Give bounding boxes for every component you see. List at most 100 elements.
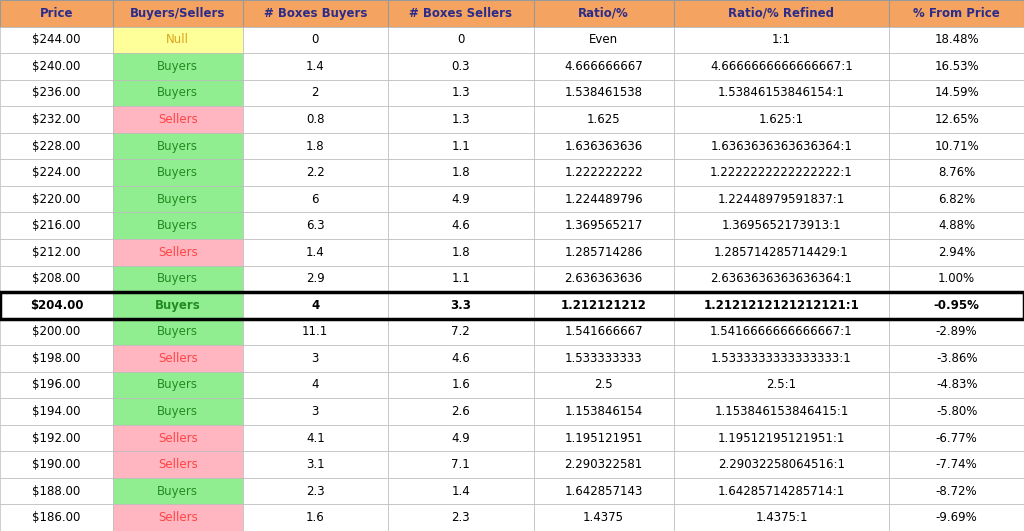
Bar <box>243 106 388 133</box>
Text: 1.625:1: 1.625:1 <box>759 113 804 126</box>
Text: 1.285714285714429:1: 1.285714285714429:1 <box>714 246 849 259</box>
Text: # Boxes Sellers: # Boxes Sellers <box>410 7 512 20</box>
Bar <box>534 398 674 425</box>
Text: $244.00: $244.00 <box>33 33 81 46</box>
Bar <box>388 504 534 531</box>
Text: Sellers: Sellers <box>158 352 198 365</box>
Text: $204.00: $204.00 <box>30 299 83 312</box>
Bar <box>889 478 1024 504</box>
Text: 14.59%: 14.59% <box>934 87 979 99</box>
Bar <box>534 451 674 478</box>
Text: $190.00: $190.00 <box>33 458 81 471</box>
Bar <box>0 212 114 239</box>
Bar <box>0 345 114 372</box>
Text: 1.533333333: 1.533333333 <box>565 352 642 365</box>
Text: 1.1: 1.1 <box>452 140 470 152</box>
Bar <box>114 27 243 53</box>
Bar <box>114 478 243 504</box>
Text: Sellers: Sellers <box>158 458 198 471</box>
Text: 1.153846154: 1.153846154 <box>564 405 643 418</box>
Text: 1.642857143: 1.642857143 <box>564 485 643 498</box>
Bar <box>889 0 1024 27</box>
Bar <box>0 133 114 159</box>
Text: 1.5416666666666667:1: 1.5416666666666667:1 <box>711 326 853 338</box>
Text: $200.00: $200.00 <box>33 326 81 338</box>
Bar <box>534 478 674 504</box>
Bar <box>534 425 674 451</box>
Text: 1.538461538: 1.538461538 <box>564 87 643 99</box>
Text: 2.5: 2.5 <box>594 379 613 391</box>
Bar <box>889 292 1024 319</box>
Bar <box>243 372 388 398</box>
Text: 7.2: 7.2 <box>452 326 470 338</box>
Bar <box>0 53 114 80</box>
Text: 1.6: 1.6 <box>452 379 470 391</box>
Text: 1.3: 1.3 <box>452 113 470 126</box>
Bar <box>889 319 1024 345</box>
Text: Buyers: Buyers <box>158 140 199 152</box>
Bar <box>243 451 388 478</box>
Text: $192.00: $192.00 <box>33 432 81 444</box>
Text: 1.3695652173913:1: 1.3695652173913:1 <box>722 219 842 232</box>
Bar <box>243 80 388 106</box>
Bar <box>0 451 114 478</box>
Text: $220.00: $220.00 <box>33 193 81 205</box>
Text: 1.3: 1.3 <box>452 87 470 99</box>
Text: -2.89%: -2.89% <box>936 326 978 338</box>
Bar <box>114 186 243 212</box>
Text: 2.94%: 2.94% <box>938 246 975 259</box>
Text: $208.00: $208.00 <box>33 272 81 285</box>
Bar <box>243 212 388 239</box>
Text: 1.22448979591837:1: 1.22448979591837:1 <box>718 193 845 205</box>
Bar <box>0 80 114 106</box>
Text: $198.00: $198.00 <box>33 352 81 365</box>
Text: 1.222222222: 1.222222222 <box>564 166 643 179</box>
Text: Even: Even <box>589 33 618 46</box>
Bar <box>114 345 243 372</box>
Bar <box>0 106 114 133</box>
Bar <box>674 266 889 292</box>
Text: 2.6363636363636364:1: 2.6363636363636364:1 <box>711 272 852 285</box>
Bar <box>889 106 1024 133</box>
Bar <box>674 372 889 398</box>
Text: 1.1: 1.1 <box>452 272 470 285</box>
Bar <box>0 186 114 212</box>
Bar <box>388 0 534 27</box>
Text: 1.5333333333333333:1: 1.5333333333333333:1 <box>711 352 852 365</box>
Text: 1.224489796: 1.224489796 <box>564 193 643 205</box>
Bar <box>674 27 889 53</box>
Text: -0.95%: -0.95% <box>934 299 980 312</box>
Bar <box>243 27 388 53</box>
Text: 18.48%: 18.48% <box>934 33 979 46</box>
Bar <box>388 212 534 239</box>
Text: 4.6: 4.6 <box>452 352 470 365</box>
Bar <box>388 345 534 372</box>
Text: 1.153846153846415:1: 1.153846153846415:1 <box>715 405 849 418</box>
Text: $240.00: $240.00 <box>33 60 81 73</box>
Bar <box>889 80 1024 106</box>
Text: Ratio/% Refined: Ratio/% Refined <box>728 7 835 20</box>
Bar <box>534 372 674 398</box>
Bar <box>388 319 534 345</box>
Bar <box>388 239 534 266</box>
Bar <box>388 372 534 398</box>
Text: Buyers: Buyers <box>158 405 199 418</box>
Bar <box>243 478 388 504</box>
Text: $232.00: $232.00 <box>33 113 81 126</box>
Bar <box>243 266 388 292</box>
Bar <box>0 425 114 451</box>
Text: 1.636363636: 1.636363636 <box>564 140 643 152</box>
Bar <box>0 266 114 292</box>
Text: 2.3: 2.3 <box>306 485 325 498</box>
Text: 4.1: 4.1 <box>306 432 325 444</box>
Text: 1.541666667: 1.541666667 <box>564 326 643 338</box>
Bar <box>388 398 534 425</box>
Bar <box>114 504 243 531</box>
Bar <box>388 186 534 212</box>
Text: 3.1: 3.1 <box>306 458 325 471</box>
Bar <box>0 27 114 53</box>
Bar <box>0 292 1024 319</box>
Bar <box>114 398 243 425</box>
Bar <box>889 53 1024 80</box>
Bar <box>243 133 388 159</box>
